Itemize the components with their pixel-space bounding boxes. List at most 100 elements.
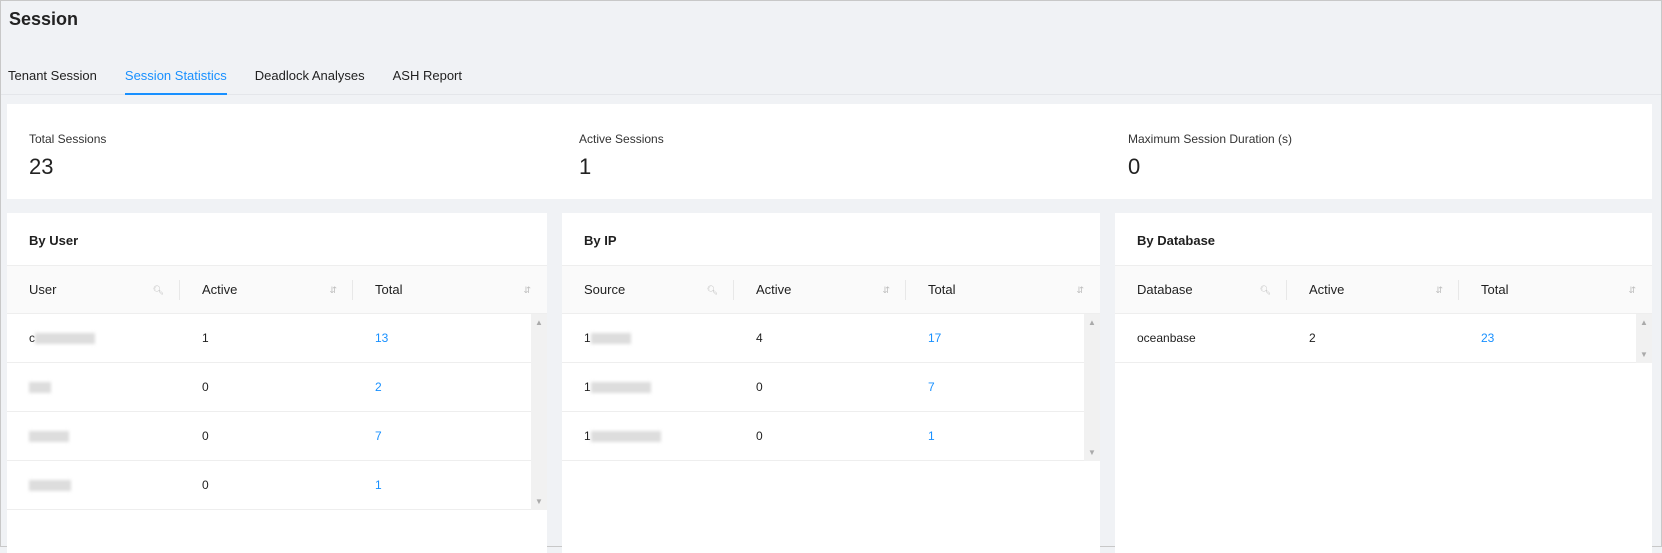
column-header[interactable]: Source 🔍︎ xyxy=(562,266,734,314)
column-label: Active xyxy=(756,281,792,297)
scrollbar[interactable]: ▲ ▼ xyxy=(1084,314,1100,461)
redacted-text xyxy=(35,333,95,345)
column-label: Total xyxy=(928,281,956,297)
panel-by-ip: By IP Source 🔍︎ Active ⇵ Total ⇵ 1 4 17 1 0 7… xyxy=(562,213,1100,553)
table-row[interactable]: 1 0 1 xyxy=(562,412,1084,461)
table-row[interactable]: oceanbase 2 23 xyxy=(1115,314,1636,363)
table-row[interactable]: c 1 13 xyxy=(7,314,531,363)
stat-value: 0 xyxy=(1128,154,1141,179)
table-header: User 🔍︎ Active ⇵ Total ⇵ xyxy=(7,266,547,314)
redacted-text xyxy=(590,382,651,394)
sort-icon[interactable]: ⇵ xyxy=(1628,284,1636,295)
column-header[interactable]: Total ⇵ xyxy=(1459,266,1652,314)
sort-icon[interactable]: ⇵ xyxy=(523,284,531,295)
table-body: 1 4 17 1 0 7 1 0 1 ▲ ▼ xyxy=(562,314,1100,461)
scroll-down-icon[interactable]: ▼ xyxy=(1088,448,1096,457)
active-cell: 0 xyxy=(756,380,763,394)
tab-bar: Tenant Session Session Statistics Deadlo… xyxy=(1,61,1661,95)
column-label: Total xyxy=(1481,281,1509,297)
column-label: Database xyxy=(1137,281,1193,297)
active-cell: 0 xyxy=(756,429,763,443)
active-cell: 4 xyxy=(756,331,763,345)
redacted-text xyxy=(29,431,69,443)
table-row[interactable]: 0 7 xyxy=(7,412,531,461)
column-header[interactable]: Active ⇵ xyxy=(734,266,906,314)
stat-label: Maximum Session Duration (s) xyxy=(1128,132,1293,146)
sort-icon[interactable]: ⇵ xyxy=(882,284,890,295)
name-cell xyxy=(7,478,180,492)
name-cell xyxy=(7,429,180,443)
name-cell: 1 xyxy=(562,429,734,443)
table-body: oceanbase 2 23 ▲ ▼ xyxy=(1115,314,1652,363)
name-cell: 1 xyxy=(562,380,734,394)
column-header[interactable]: User 🔍︎ xyxy=(7,266,180,314)
panel-by-database: By Database Database 🔍︎ Active ⇵ Total ⇵ ocea… xyxy=(1115,213,1652,553)
column-label: Active xyxy=(1309,281,1345,297)
scrollbar[interactable]: ▲ ▼ xyxy=(531,314,547,510)
search-icon[interactable]: 🔍︎ xyxy=(152,284,164,295)
active-cell: 1 xyxy=(202,331,209,345)
active-cell: 0 xyxy=(202,380,209,394)
name-cell: 1 xyxy=(562,331,734,345)
page-title: Session xyxy=(9,9,79,29)
stats-card: Total Sessions 23 Active Sessions 1 Maximu… xyxy=(7,104,1652,199)
column-header[interactable]: Total ⇵ xyxy=(353,266,547,314)
column-header[interactable]: Active ⇵ xyxy=(180,266,353,314)
scrollbar[interactable]: ▲ ▼ xyxy=(1636,314,1652,363)
total-link[interactable]: 23 xyxy=(1481,331,1495,345)
column-header[interactable]: Active ⇵ xyxy=(1287,266,1459,314)
stat-total-sessions: Total Sessions 23 xyxy=(29,132,106,180)
panel-title: By IP xyxy=(562,213,1100,266)
name-cell: oceanbase xyxy=(1137,331,1196,345)
table-header: Source 🔍︎ Active ⇵ Total ⇵ xyxy=(562,266,1100,314)
total-link[interactable]: 1 xyxy=(375,478,382,492)
column-label: Active xyxy=(202,281,238,297)
sort-icon[interactable]: ⇵ xyxy=(1076,284,1084,295)
stat-value: 23 xyxy=(29,154,54,179)
search-icon[interactable]: 🔍︎ xyxy=(1259,284,1271,295)
column-header[interactable]: Database 🔍︎ xyxy=(1115,266,1287,314)
stat-label: Active Sessions xyxy=(579,132,664,146)
tab-session-statistics[interactable]: Session Statistics xyxy=(124,61,227,95)
tab-deadlock-analyses[interactable]: Deadlock Analyses xyxy=(254,68,365,83)
panel-title: By Database xyxy=(1115,213,1652,266)
search-icon[interactable]: 🔍︎ xyxy=(706,284,718,295)
column-header[interactable]: Total ⇵ xyxy=(906,266,1100,314)
scroll-down-icon[interactable]: ▼ xyxy=(535,497,543,506)
total-link[interactable]: 2 xyxy=(375,380,382,394)
active-cell: 0 xyxy=(202,478,209,492)
name-cell xyxy=(7,380,180,394)
column-label: User xyxy=(29,281,57,297)
panel-by-user: By User User 🔍︎ Active ⇵ Total ⇵ c 1 13 0 2 0… xyxy=(7,213,547,553)
total-link[interactable]: 7 xyxy=(375,429,382,443)
sort-icon[interactable]: ⇵ xyxy=(329,284,337,295)
redacted-text xyxy=(29,382,51,394)
column-label: Total xyxy=(375,281,403,297)
name-cell: c xyxy=(7,331,180,345)
redacted-text xyxy=(590,431,661,443)
active-cell: 2 xyxy=(1309,331,1316,345)
table-row[interactable]: 1 0 7 xyxy=(562,363,1084,412)
scroll-up-icon[interactable]: ▲ xyxy=(1088,318,1096,327)
table-row[interactable]: 1 4 17 xyxy=(562,314,1084,363)
panel-title: By User xyxy=(7,213,547,266)
scroll-up-icon[interactable]: ▲ xyxy=(535,318,543,327)
scroll-down-icon[interactable]: ▼ xyxy=(1640,350,1648,359)
tab-ash-report[interactable]: ASH Report xyxy=(392,68,462,83)
tab-tenant-session[interactable]: Tenant Session xyxy=(8,68,97,83)
active-cell: 0 xyxy=(202,429,209,443)
scroll-up-icon[interactable]: ▲ xyxy=(1640,318,1648,327)
table-row[interactable]: 0 2 xyxy=(7,363,531,412)
total-link[interactable]: 1 xyxy=(928,429,935,443)
redacted-text xyxy=(29,480,71,492)
table-row[interactable]: 0 1 xyxy=(7,461,531,510)
sort-icon[interactable]: ⇵ xyxy=(1435,284,1443,295)
total-link[interactable]: 7 xyxy=(928,380,935,394)
table-header: Database 🔍︎ Active ⇵ Total ⇵ xyxy=(1115,266,1652,314)
redacted-text xyxy=(590,333,631,345)
total-link[interactable]: 13 xyxy=(375,331,389,345)
column-label: Source xyxy=(584,281,626,297)
stat-value: 1 xyxy=(579,154,592,179)
total-link[interactable]: 17 xyxy=(928,331,942,345)
stat-max-duration: Maximum Session Duration (s) 0 xyxy=(1128,132,1292,180)
